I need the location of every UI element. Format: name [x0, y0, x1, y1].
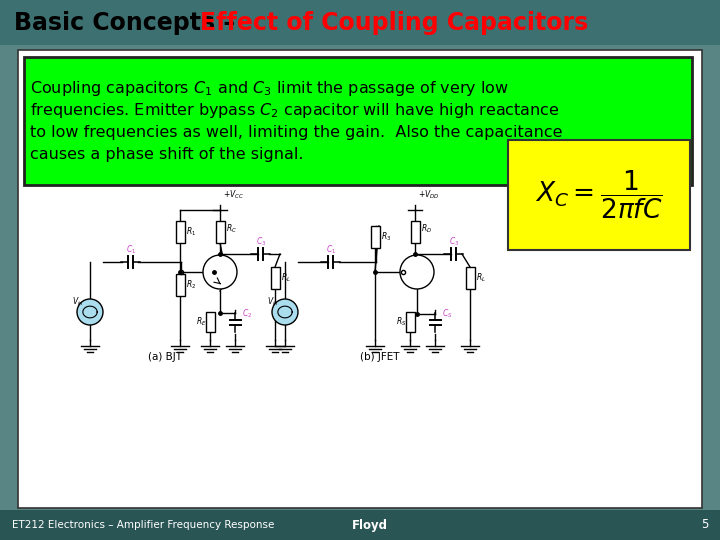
Text: $R_S$: $R_S$	[396, 316, 407, 328]
Bar	[410, 221, 420, 243]
Text: $R_1$: $R_1$	[186, 226, 196, 238]
Bar	[508, 140, 690, 250]
Text: $+V_{CC}$: $+V_{CC}$	[223, 188, 244, 201]
Text: Floyd: Floyd	[352, 518, 388, 531]
Text: (a) BJT: (a) BJT	[148, 352, 182, 362]
Text: $R_L$: $R_L$	[476, 272, 486, 284]
Text: Effect of Coupling Capacitors: Effect of Coupling Capacitors	[200, 11, 588, 35]
Bar	[215, 221, 225, 243]
Text: Basic Concepts –: Basic Concepts –	[14, 11, 243, 35]
Text: $+V_{DD}$: $+V_{DD}$	[418, 188, 440, 201]
Text: 5: 5	[701, 518, 708, 531]
Text: $V_{in}$: $V_{in}$	[267, 295, 279, 307]
Bar	[271, 267, 279, 289]
Text: Coupling capacitors $C_1$ and $C_3$ limit the passage of very low: Coupling capacitors $C_1$ and $C_3$ limi…	[30, 78, 509, 98]
Bar	[24, 57, 692, 185]
Bar	[466, 267, 474, 289]
Bar	[371, 226, 379, 248]
Text: $R_C$: $R_C$	[226, 222, 237, 235]
Text: causes a phase shift of the signal.: causes a phase shift of the signal.	[30, 146, 304, 161]
Text: ET212 Electronics – Amplifier Frequency Response: ET212 Electronics – Amplifier Frequency …	[12, 520, 274, 530]
Text: $R_D$: $R_D$	[421, 222, 432, 235]
Text: frequencies. Emitter bypass $C_2$ capacitor will have high reactance: frequencies. Emitter bypass $C_2$ capaci…	[30, 100, 559, 119]
Text: $C_3$: $C_3$	[449, 236, 459, 248]
Bar	[176, 274, 184, 296]
Text: $V_{in}$: $V_{in}$	[72, 295, 84, 307]
Circle shape	[272, 299, 298, 325]
Bar	[0, 0, 720, 45]
Text: $C_S$: $C_S$	[442, 308, 453, 321]
Text: $R_L$: $R_L$	[281, 272, 291, 284]
Bar	[0, 510, 720, 540]
Circle shape	[203, 255, 237, 289]
Text: $R_E$: $R_E$	[196, 316, 207, 328]
Bar	[405, 312, 415, 332]
Text: $C_1$: $C_1$	[126, 244, 136, 256]
Bar	[176, 221, 184, 243]
Bar	[205, 312, 215, 332]
Text: $C_2$: $C_2$	[242, 308, 252, 321]
Text: $C_1$: $C_1$	[326, 244, 336, 256]
Text: to low frequencies as well, limiting the gain.  Also the capacitance: to low frequencies as well, limiting the…	[30, 125, 562, 139]
Text: $X_C = \dfrac{1}{2\pi fC}$: $X_C = \dfrac{1}{2\pi fC}$	[535, 169, 663, 221]
Circle shape	[400, 255, 434, 289]
Text: $R_3$: $R_3$	[381, 231, 391, 243]
Bar	[18, 50, 702, 508]
Text: $C_3$: $C_3$	[256, 236, 266, 248]
Circle shape	[77, 299, 103, 325]
Text: (b) JFET: (b) JFET	[360, 352, 400, 362]
Text: $R_2$: $R_2$	[186, 279, 196, 291]
